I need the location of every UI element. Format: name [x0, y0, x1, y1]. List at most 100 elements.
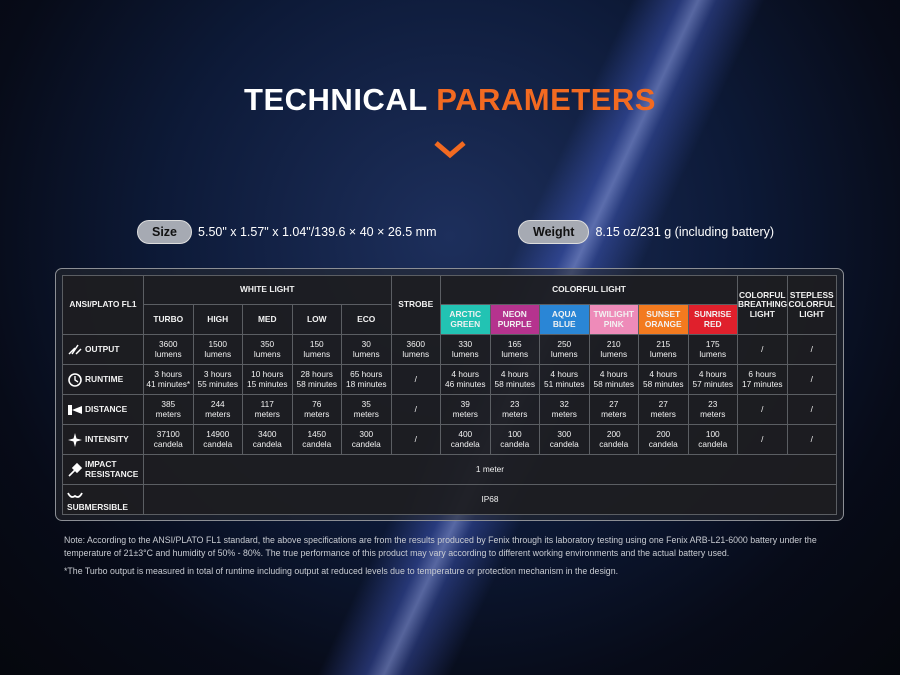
cell: 100 candela [489, 424, 540, 455]
row-label-cell: RUNTIME [62, 364, 144, 395]
row-label-cell: INTENSITY [62, 424, 144, 455]
row-label: INTENSITY [85, 433, 129, 444]
group-header: COLORFUL BREATHING LIGHT [737, 275, 788, 335]
cell: 1450 candela [291, 424, 342, 455]
cell: 35 meters [341, 394, 392, 425]
mode-header: HIGH [192, 304, 243, 335]
header-row: ANSI/PLATO FL1 WHITE LIGHT STROBE COLORFUL … [62, 275, 837, 335]
cell: 215 lumens [638, 334, 689, 365]
cell: 4 hours 57 minutes [687, 364, 738, 395]
data-row: INTENSITY 37100 candela 14900 candela 3400 … [62, 424, 837, 455]
cell: 200 candela [588, 424, 639, 455]
cell: 350 lumens [242, 334, 293, 365]
row-icon [67, 492, 83, 498]
cell: 4 hours 58 minutes [638, 364, 689, 395]
cell: 117 meters [242, 394, 293, 425]
cell: 1500 lumens [192, 334, 243, 365]
cell: / [786, 394, 837, 425]
group-header: STROBE [390, 275, 441, 335]
mode-header: SUNSET ORANGE [638, 304, 689, 335]
group-header: COLORFUL LIGHT [440, 275, 738, 305]
cell: / [786, 424, 837, 455]
cell: 4 hours 58 minutes [588, 364, 639, 395]
data-row: OUTPUT 3600 lumens 1500 lumens 350 lumens 15… [62, 334, 837, 365]
cell: 65 hours 18 minutes [341, 364, 392, 395]
cell: 300 candela [341, 424, 392, 455]
mode-header: ARCTIC GREEN [440, 304, 491, 335]
cell: 200 candela [638, 424, 689, 455]
data-row: RUNTIME 3 hours 41 minutes* 3 hours 55 min… [62, 364, 837, 395]
spec: Weight 8.15 oz/231 g (including battery) [518, 220, 774, 244]
cell: / [390, 364, 441, 395]
title: TECHNICAL PARAMETERS [0, 82, 900, 118]
cell: IP68 [143, 484, 837, 515]
cell: 39 meters [440, 394, 491, 425]
table-panel: ANSI/PLATO FL1 WHITE LIGHT STROBE COLORFUL … [55, 268, 844, 521]
mode-header: LOW [291, 304, 342, 335]
data-row: SUBMERSIBLE IP68 [62, 484, 837, 515]
cell: 385 meters [143, 394, 194, 425]
cell: 300 candela [539, 424, 590, 455]
cell: 1 meter [143, 454, 837, 485]
row-icon [68, 432, 82, 447]
cell: / [737, 394, 788, 425]
group-header: WHITE LIGHT [143, 275, 392, 305]
cell: 244 meters [192, 394, 243, 425]
data-row: DISTANCE 385 meters 244 meters 117 meters 76… [62, 394, 837, 425]
row-label-cell: DISTANCE [62, 394, 144, 425]
row-icon [68, 404, 82, 415]
cell: 3 hours 41 minutes* [143, 364, 194, 395]
cell: 175 lumens [687, 334, 738, 365]
spec-value: 5.50" x 1.57" x 1.04"/139.6 × 40 × 26.5 … [198, 225, 437, 239]
cell: / [786, 334, 837, 365]
cell: 27 meters [588, 394, 639, 425]
spec-table: ANSI/PLATO FL1 WHITE LIGHT STROBE COLORFUL … [62, 275, 837, 515]
cell: 100 candela [687, 424, 738, 455]
cell: / [390, 424, 441, 455]
cell: 165 lumens [489, 334, 540, 365]
corner-header: ANSI/PLATO FL1 [62, 275, 144, 335]
mode-header: TURBO [143, 304, 194, 335]
cell: 400 candela [440, 424, 491, 455]
cell: 30 lumens [341, 334, 392, 365]
note: *The Turbo output is measured in total o… [64, 566, 619, 576]
cell: 76 meters [291, 394, 342, 425]
cell: / [390, 394, 441, 425]
mode-header: ECO [341, 304, 392, 335]
row-label: SUBMERSIBLE [67, 501, 128, 512]
spec-value: 8.15 oz/231 g (including battery) [595, 225, 775, 239]
cell: 32 meters [539, 394, 590, 425]
cell: 23 meters [489, 394, 540, 425]
cell: 14900 candela [192, 424, 243, 455]
cell: 10 hours 15 minutes [242, 364, 293, 395]
row-icon [68, 344, 82, 355]
cell: 3400 candela [242, 424, 293, 455]
cell: / [737, 424, 788, 455]
cell: 28 hours 58 minutes [291, 364, 342, 395]
mode-header: MED [242, 304, 293, 335]
spec-label: Size [137, 220, 193, 244]
cell: 4 hours 51 minutes [539, 364, 590, 395]
row-label-cell: IMPACT RESISTANCE [62, 454, 144, 485]
cell: 27 meters [638, 394, 689, 425]
data-row: IMPACT RESISTANCE 1 meter [62, 454, 837, 485]
mode-header: TWILIGHT PINK [588, 304, 639, 335]
row-label-cell: SUBMERSIBLE [62, 484, 144, 515]
row-label: OUTPUT [85, 343, 120, 354]
spec-label: Weight [518, 220, 590, 244]
cell: 37100 candela [143, 424, 194, 455]
cell: / [786, 364, 837, 395]
cell: 3600 lumens [143, 334, 194, 365]
mode-header: AQUA BLUE [539, 304, 590, 335]
spec: Size 5.50" x 1.57" x 1.04"/139.6 × 40 × 2… [137, 220, 436, 244]
cell: 4 hours 46 minutes [440, 364, 491, 395]
cell: 150 lumens [291, 334, 342, 365]
cell: 330 lumens [440, 334, 491, 365]
header-row: TURBO HIGH MED LOW ECO ARCTIC GREEN NEON PURPL… [63, 304, 837, 335]
row-icon [68, 462, 83, 477]
cell: 23 meters [687, 394, 738, 425]
cell: 210 lumens [588, 334, 639, 365]
cell: / [737, 334, 788, 365]
row-label-cell: OUTPUT [62, 334, 144, 365]
cell: 3600 lumens [390, 334, 441, 365]
